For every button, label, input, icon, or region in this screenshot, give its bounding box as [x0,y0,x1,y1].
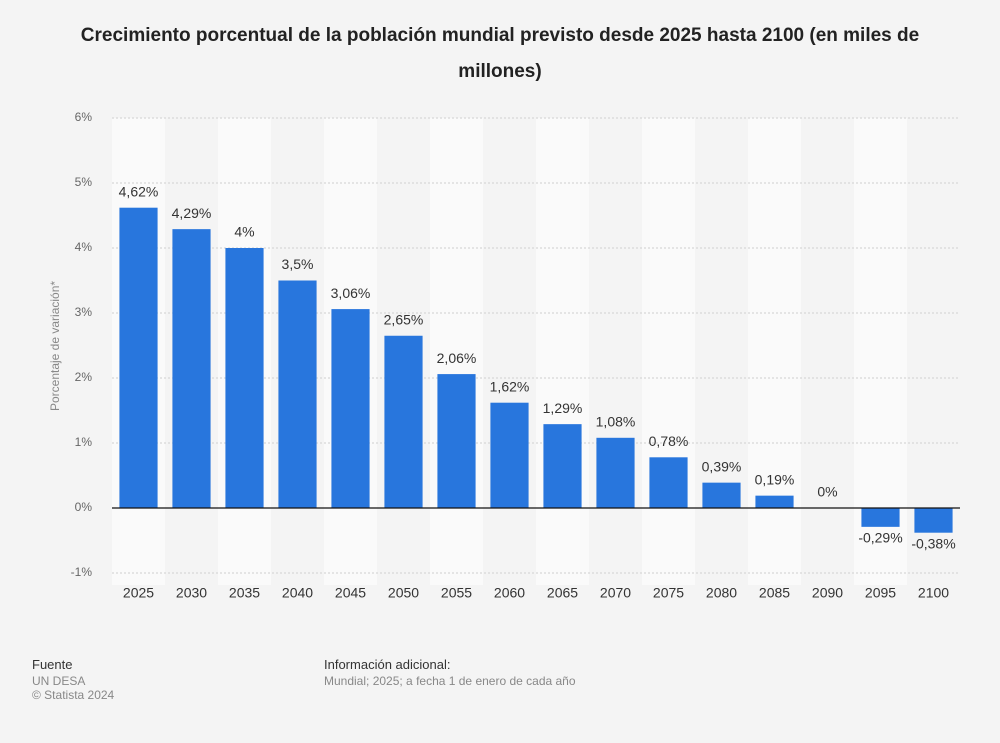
value-label: -0,29% [858,530,902,546]
bar [384,335,423,508]
value-label: -0,38% [911,535,955,551]
x-tick-label: 2095 [865,585,896,601]
source-block: Fuente UN DESA © Statista 2024 [32,657,114,702]
value-label: 1,62% [490,378,530,394]
bar [755,495,794,508]
bar [649,457,688,508]
bar [278,280,317,508]
value-label: 1,29% [543,400,583,416]
x-tick-label: 2045 [335,585,366,601]
bar [119,207,158,508]
value-label: 0,78% [649,433,689,449]
y-tick-label: 4% [75,240,93,254]
info-title: Información adicional: [324,657,451,672]
source-title: Fuente [32,657,73,672]
x-tick-label: 2035 [229,585,260,601]
x-tick-label: 2030 [176,585,207,601]
value-label: 3,06% [331,285,371,301]
bar [437,374,476,508]
y-tick-label: 3% [75,305,93,319]
band-stripe [536,118,589,585]
x-tick-label: 2085 [759,585,790,601]
bar [596,437,635,508]
y-axis-label: Porcentaje de variación* [48,281,62,411]
x-tick-label: 2025 [123,585,154,601]
value-label: 0,39% [702,458,742,474]
y-tick-label: 6% [75,110,93,124]
value-label: 1,08% [596,414,636,430]
x-tick-label: 2040 [282,585,313,601]
x-tick-label: 2050 [388,585,419,601]
band-stripe [854,118,907,585]
value-label: 4,62% [119,183,159,199]
y-tick-label: -1% [71,565,93,579]
bar [172,229,211,508]
copyright: © Statista 2024 [32,688,115,702]
x-tick-label: 2090 [812,585,843,601]
x-tick-label: 2070 [600,585,631,601]
x-tick-label: 2065 [547,585,578,601]
chart: Porcentaje de variación* -1% 0% 1% 2% 3% 4% 5%… [48,110,960,601]
value-label: 0,19% [755,471,795,487]
x-tick-label: 2055 [441,585,472,601]
band-stripe [642,118,695,585]
y-tick-label: 5% [75,175,93,189]
info-block: Información adicional: Mundial; 2025; a … [324,657,576,688]
x-tick-label: 2060 [494,585,525,601]
source: UN DESA [32,674,86,688]
y-tick-label: 1% [75,435,93,449]
y-tick-label: 0% [75,500,93,514]
bar [331,309,370,508]
value-label: 3,5% [282,256,314,272]
bar [914,508,953,533]
band-stripe [748,118,801,585]
value-label: 4,29% [172,205,212,221]
y-tick-label: 2% [75,370,93,384]
bar [490,402,529,508]
chart-title: Crecimiento porcentual de la población m… [80,25,920,82]
value-label: 4% [234,224,254,240]
value-label: 2,65% [384,311,424,327]
value-label: 0% [817,484,837,500]
x-tick-label: 2080 [706,585,737,601]
bar [702,482,741,508]
x-tick-label: 2100 [918,585,949,601]
bar [543,424,582,508]
value-label: 2,06% [437,350,477,366]
bar [861,508,900,527]
info: Mundial; 2025; a fecha 1 de enero de cad… [324,674,576,688]
bar [225,248,264,508]
x-tick-label: 2075 [653,585,684,601]
